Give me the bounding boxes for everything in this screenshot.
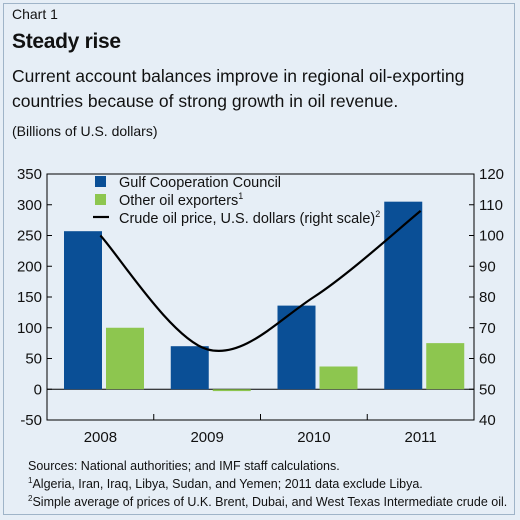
x-tick-label: 2008 <box>84 429 117 446</box>
left-tick-label: 300 <box>17 197 42 214</box>
legend-label: Other oil exporters1 <box>119 191 243 209</box>
right-tick-label: 100 <box>479 228 504 245</box>
legend-label: Gulf Cooperation Council <box>119 175 281 191</box>
left-tick-label: 0 <box>34 381 42 398</box>
footnote-2: 2Simple average of prices of U.K. Brent,… <box>28 494 508 510</box>
chart-label: Chart 1 <box>12 6 58 22</box>
line-crude-oil-price <box>99 210 422 352</box>
left-tick-label: -50 <box>20 412 42 429</box>
chart-subtitle: Current account balances improve in regi… <box>12 66 465 111</box>
bar-gcc <box>384 201 423 390</box>
chart-units: (Billions of U.S. dollars) <box>12 123 158 139</box>
left-tick-label: 350 <box>17 166 42 183</box>
left-tick-label: 150 <box>17 289 42 306</box>
bar-other-exporters <box>426 343 465 390</box>
right-tick-label: 40 <box>479 412 496 429</box>
bar-other-exporters <box>319 366 358 390</box>
footnote-2-marker: 2 <box>28 494 33 503</box>
source-note: Sources: National authorities; and IMF s… <box>28 459 340 473</box>
left-tick-label: 250 <box>17 228 42 245</box>
right-tick-label: 90 <box>479 258 496 275</box>
right-tick-label: 120 <box>479 166 504 183</box>
left-tick-label: 100 <box>17 320 42 337</box>
legend-superscript: 1 <box>238 191 243 201</box>
bar-gcc <box>64 231 102 390</box>
legend-label: Crude oil price, U.S. dollars (right sca… <box>119 209 380 227</box>
chart-title: Steady rise <box>12 30 121 53</box>
x-tick-label: 2009 <box>190 429 223 446</box>
bar-gcc <box>170 346 209 390</box>
chart-frame <box>3 3 515 515</box>
x-tick-label: 2011 <box>404 429 436 446</box>
legend-swatch-other <box>95 194 106 205</box>
left-tick-label: 200 <box>17 258 42 275</box>
right-tick-label: 110 <box>479 197 503 214</box>
right-tick-label: 70 <box>479 320 496 337</box>
right-tick-label: 50 <box>479 381 496 398</box>
footnote-1-text: Algeria, Iran, Iraq, Libya, Sudan, and Y… <box>32 477 423 491</box>
footnote-2-text: Simple average of prices of U.K. Brent, … <box>32 495 508 509</box>
footnote-1: 1Algeria, Iran, Iraq, Libya, Sudan, and … <box>28 476 423 492</box>
x-tick-label: 2010 <box>297 429 330 446</box>
bar-other-exporters <box>212 389 251 392</box>
right-tick-label: 60 <box>479 351 496 368</box>
legend-swatch-gcc <box>95 176 106 187</box>
footnote-1-marker: 1 <box>28 476 33 485</box>
legend-superscript: 2 <box>375 209 380 219</box>
right-tick-label: 80 <box>479 289 496 306</box>
bar-other-exporters <box>106 327 144 390</box>
left-tick-label: 50 <box>25 351 42 368</box>
